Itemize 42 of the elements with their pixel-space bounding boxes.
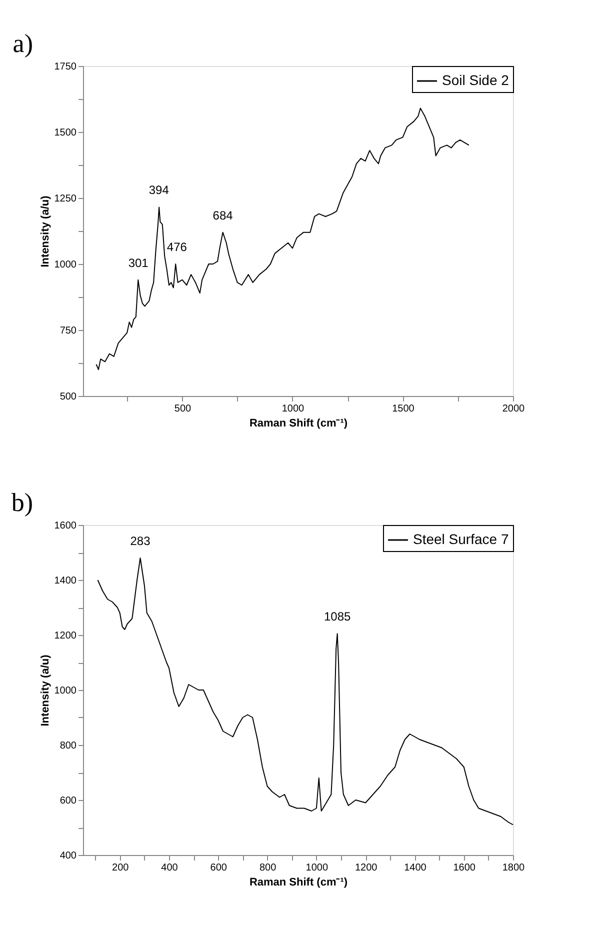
- line-series: [96, 108, 470, 370]
- y-axis-title: Intensity (a/u): [39, 195, 52, 268]
- legend-label: Soil Side 2: [442, 72, 510, 88]
- x-tick-label: 2000: [502, 404, 526, 414]
- y-tick-label: 1250: [54, 194, 77, 204]
- y-tick-label: 750: [60, 326, 77, 336]
- x-tick-label: 1400: [404, 862, 427, 874]
- x-tick-label: 1000: [306, 862, 328, 874]
- x-tick-label: 1500: [392, 404, 415, 414]
- x-tick-label: 800: [259, 862, 277, 874]
- x-axis-title: Raman Shift (cm⁻¹): [249, 876, 348, 888]
- annotation: 684: [212, 208, 234, 222]
- x-tick-label: 1200: [354, 862, 378, 874]
- x-axis-title: Raman Shift (cm⁻¹): [249, 418, 348, 430]
- annotation: 283: [130, 534, 151, 548]
- x-tick-label: 600: [210, 862, 228, 874]
- y-tick-label: 1000: [54, 260, 77, 270]
- annotation: 476: [166, 240, 188, 254]
- annotation: 394: [148, 183, 170, 198]
- x-tick-label: 1800: [502, 862, 526, 874]
- y-tick-label: 1000: [54, 686, 77, 696]
- text: a): [12, 29, 33, 58]
- x-tick-label: 1600: [453, 862, 476, 874]
- y-tick-label: 1200: [54, 630, 77, 642]
- y-tick-label: 600: [60, 796, 77, 806]
- x-tick-label: 200: [112, 862, 130, 874]
- text: b): [11, 488, 33, 517]
- line-series: [97, 558, 514, 826]
- legend-label: Steel Surface 7: [413, 531, 509, 547]
- y-tick-label: 1500: [54, 128, 77, 138]
- y-tick-label: 1750: [54, 62, 77, 72]
- y-tick-label: 1400: [54, 576, 77, 586]
- annotation: 1085: [324, 610, 351, 624]
- y-tick-label: 1600: [54, 520, 77, 532]
- y-tick-label: 400: [60, 850, 77, 862]
- y-axis-title: Intensity (a/u): [39, 654, 52, 726]
- x-tick-label: 500: [174, 404, 192, 414]
- annotation: 301: [128, 256, 149, 270]
- y-tick-label: 800: [60, 740, 77, 752]
- y-tick-label: 500: [60, 392, 77, 402]
- x-tick-label: 1000: [282, 404, 305, 414]
- x-tick-label: 400: [161, 862, 178, 874]
